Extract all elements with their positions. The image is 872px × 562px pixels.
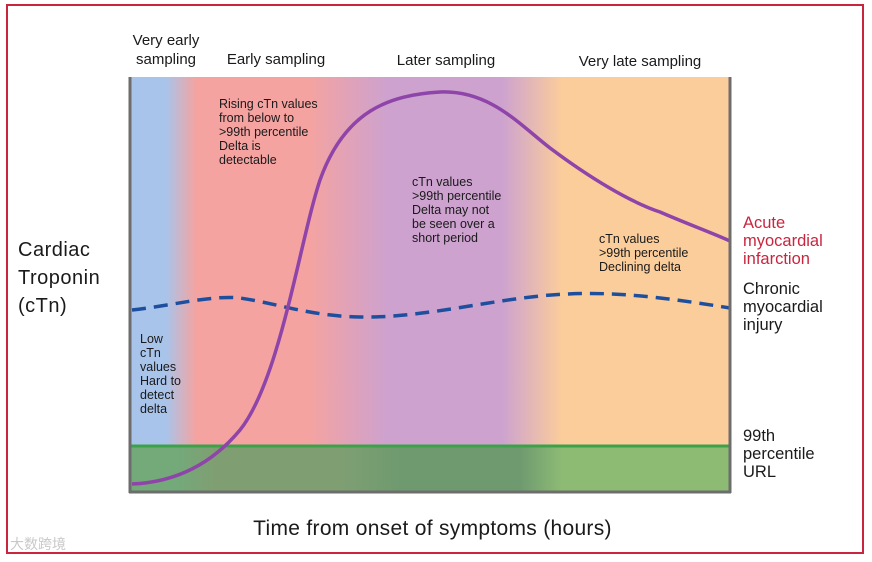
- phase-label-very-late: Very late sampling: [578, 53, 702, 70]
- note-low-values: Low cTn values Hard to detect delta: [140, 332, 181, 416]
- chronic-injury-curve: [131, 291, 731, 319]
- ami-curve: [131, 90, 731, 486]
- x-axis-label: Time from onset of symptoms (hours): [253, 517, 612, 540]
- phase-label-later: Later sampling: [396, 52, 496, 69]
- phase-label-very-early: Very early sampling: [132, 32, 200, 68]
- y-axis-label: Cardiac Troponin (cTn): [18, 239, 101, 317]
- below-url-band: [130, 447, 730, 492]
- note-rising-values: Rising cTn values from below to >99th pe…: [219, 97, 318, 167]
- watermark: 大数跨境: [10, 536, 66, 552]
- label-99th-percentile-url: 99th percentile URL: [743, 427, 815, 481]
- outer-frame: [6, 4, 864, 554]
- note-declining-delta: cTn values >99th percentile Declining de…: [599, 232, 689, 274]
- label-acute-mi: Acute myocardial infarction: [743, 214, 823, 268]
- phase-label-early: Early sampling: [226, 51, 326, 68]
- label-chronic-injury: Chronic myocardial injury: [743, 280, 823, 334]
- note-above-percentile: cTn values >99th percentile Delta may no…: [412, 175, 502, 245]
- phase-zones-background: [130, 77, 730, 492]
